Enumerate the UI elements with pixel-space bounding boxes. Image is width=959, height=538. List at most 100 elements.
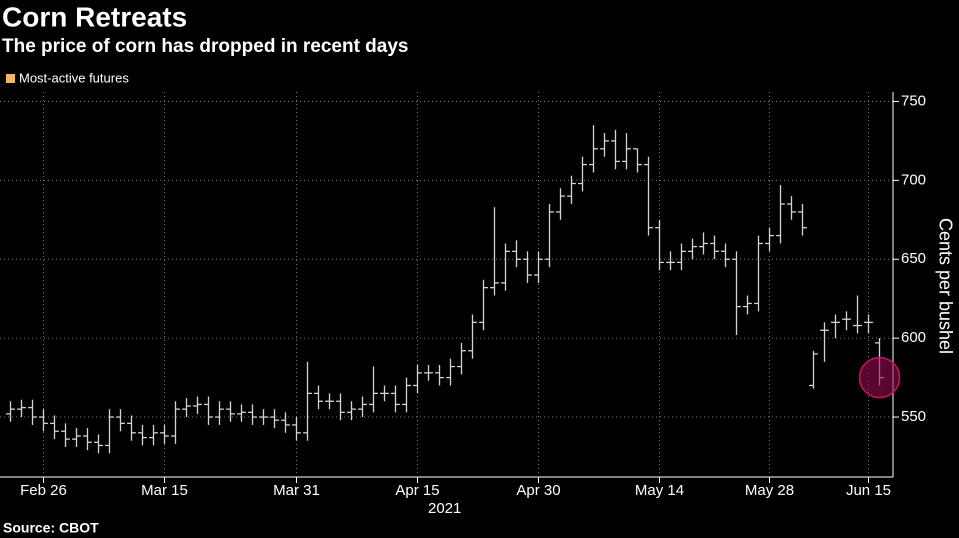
ohlc-bar (28, 399, 37, 425)
ohlc-bar (556, 188, 565, 220)
ohlc-bar (94, 434, 103, 454)
chart-subtitle: The price of corn has dropped in recent … (2, 36, 408, 57)
ohlc-bar (270, 409, 279, 429)
ohlc-bar (787, 196, 796, 220)
ohlc-bar (490, 207, 499, 296)
y-tick-label: 700 (901, 171, 926, 188)
ohlc-bar (182, 398, 191, 418)
x-tick-label: Apr 30 (516, 482, 560, 499)
x-tick-label: Mar 31 (273, 482, 320, 499)
y-tick-label: 600 (901, 329, 926, 346)
ohlc-bar (798, 204, 807, 236)
ohlc-bar (842, 311, 851, 331)
x-tick-label: Mar 15 (141, 482, 188, 499)
source: Source: CBOT (3, 520, 99, 536)
ohlc-bar (721, 243, 730, 268)
ohlc-bar (545, 204, 554, 268)
ohlc-bar (105, 409, 114, 454)
y-tick-label: 750 (901, 92, 926, 109)
ohlc-bar (435, 364, 444, 386)
ohlc-bar (589, 125, 598, 173)
ohlc-bar (391, 385, 400, 413)
ohlc-bar (149, 424, 158, 446)
ohlc-bar (248, 404, 257, 425)
ohlc-bar (72, 428, 81, 448)
x-tick-label: Jun 15 (846, 482, 891, 499)
ohlc-bar (237, 404, 246, 422)
ohlc-bar (765, 227, 774, 252)
ohlc-bar (61, 423, 70, 448)
x-tick-label: Feb 26 (20, 482, 67, 499)
ohlc-bar (699, 232, 708, 255)
ohlc-bar (226, 401, 235, 422)
ohlc-bar (512, 240, 521, 268)
ohlc-bar (864, 314, 873, 334)
ohlc-bar (754, 235, 763, 312)
ohlc-bar (171, 401, 180, 444)
ohlc-bar (677, 243, 686, 271)
x-tick-label: May 28 (745, 482, 794, 499)
ohlc-bar (776, 185, 785, 244)
ohlc-bar (611, 129, 620, 170)
ohlc-bar (83, 428, 92, 451)
x-sublabel: 2021 (428, 500, 461, 517)
ohlc-bar (424, 364, 433, 381)
x-tick-label: May 14 (635, 482, 684, 499)
ohlc-bar (644, 156, 653, 236)
y-tick-label: 650 (901, 250, 926, 267)
ohlc-bar (215, 401, 224, 425)
ohlc-bar (402, 377, 411, 413)
y-axis-label: Cents per bushel (935, 218, 955, 354)
ohlc-bar (17, 399, 26, 418)
legend-swatch (6, 74, 15, 83)
ohlc-bar (292, 417, 301, 441)
ohlc-bar (138, 424, 147, 446)
ohlc-bar (831, 314, 840, 339)
highlight-circle (858, 356, 901, 399)
ohlc-bar (303, 361, 312, 441)
x-tick-label: Apr 15 (395, 482, 439, 499)
ohlc-bar (479, 279, 488, 331)
ohlc-bar (193, 396, 202, 414)
ohlc-bar (325, 393, 334, 410)
ohlc-bar (413, 364, 422, 394)
ohlc-bar (600, 133, 609, 157)
ohlc-bar (39, 409, 48, 432)
ohlc-bar (6, 401, 15, 422)
ohlc-bar (50, 415, 59, 440)
ohlc-bar (655, 219, 664, 271)
ohlc-bar (380, 385, 389, 402)
ohlc-bar (523, 251, 532, 283)
ohlc-bar (710, 235, 719, 260)
ohlc-bar (666, 251, 675, 271)
ohlc-bar (633, 148, 642, 173)
ohlc-bar (358, 396, 367, 418)
ohlc-bar (457, 342, 466, 375)
ohlc-bar (160, 424, 169, 444)
ohlc-bar (622, 133, 631, 170)
ohlc-bar (116, 409, 125, 432)
ohlc-bar (314, 385, 323, 410)
ohlc-bar (578, 156, 587, 192)
ohlc-bar (743, 295, 752, 315)
ohlc-bar (534, 251, 543, 283)
legend-label: Most-active futures (19, 70, 129, 85)
ohlc-bar (347, 401, 356, 421)
ohlc-bar (809, 350, 818, 389)
ohlc-bar (336, 393, 345, 421)
ohlc-bar (369, 366, 378, 413)
ohlc-bar (127, 415, 136, 441)
ohlc-bar (204, 396, 213, 425)
ohlc-bar (259, 409, 268, 425)
ohlc-bar (820, 322, 829, 362)
ohlc-bar (853, 295, 862, 334)
chart-title: Corn Retreats (2, 1, 187, 32)
ohlc-bar (468, 314, 477, 359)
y-tick-label: 550 (901, 408, 926, 425)
ohlc-bar (732, 251, 741, 335)
ohlc-bar (688, 238, 697, 260)
ohlc-bar (567, 175, 576, 205)
ohlc-bar (446, 358, 455, 386)
